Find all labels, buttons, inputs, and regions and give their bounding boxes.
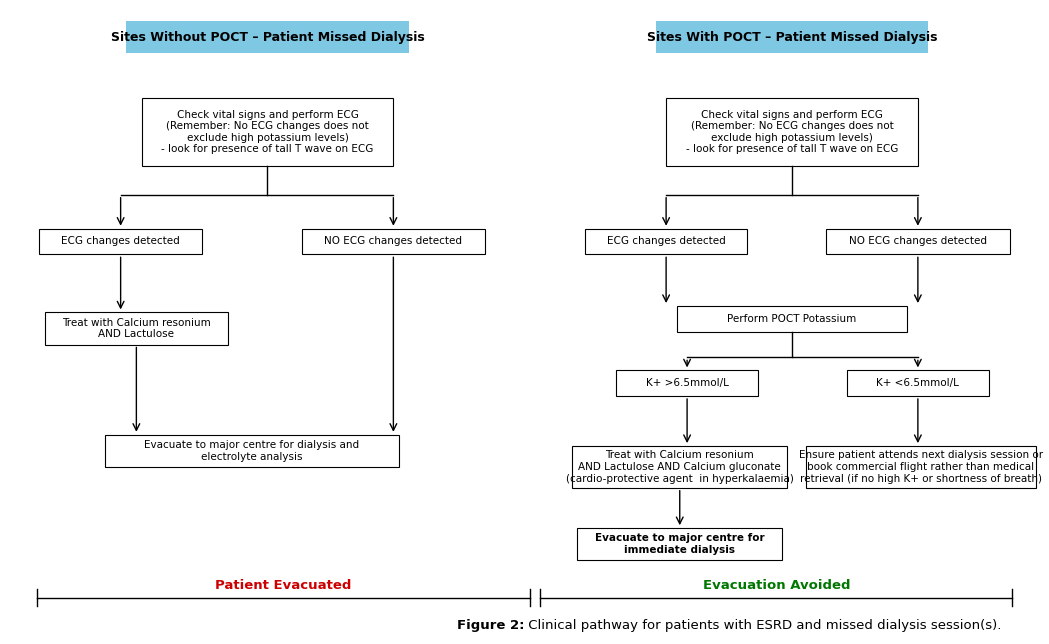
Text: K+ >6.5mmol/L: K+ >6.5mmol/L: [645, 378, 729, 388]
FancyBboxPatch shape: [40, 229, 201, 254]
FancyBboxPatch shape: [617, 370, 757, 396]
Text: Evacuate to major centre for
immediate dialysis: Evacuate to major centre for immediate d…: [595, 533, 765, 555]
Text: Treat with Calcium resonium
AND Lactulose: Treat with Calcium resonium AND Lactulos…: [62, 317, 211, 339]
Text: ECG changes detected: ECG changes detected: [61, 236, 180, 247]
FancyBboxPatch shape: [302, 229, 485, 254]
FancyBboxPatch shape: [806, 446, 1036, 488]
FancyBboxPatch shape: [827, 229, 1009, 254]
FancyBboxPatch shape: [105, 435, 399, 467]
FancyBboxPatch shape: [585, 229, 747, 254]
Text: Check vital signs and perform ECG
(Remember: No ECG changes does not
exclude hig: Check vital signs and perform ECG (Remem…: [162, 109, 373, 155]
Text: NO ECG changes detected: NO ECG changes detected: [324, 236, 463, 247]
FancyBboxPatch shape: [126, 21, 409, 53]
FancyBboxPatch shape: [656, 21, 928, 53]
Text: Evacuate to major centre for dialysis and
electrolyte analysis: Evacuate to major centre for dialysis an…: [144, 440, 360, 462]
Text: K+ <6.5mmol/L: K+ <6.5mmol/L: [876, 378, 960, 388]
Text: ECG changes detected: ECG changes detected: [606, 236, 726, 247]
FancyBboxPatch shape: [45, 312, 229, 345]
Text: Figure 2:: Figure 2:: [457, 620, 524, 632]
FancyBboxPatch shape: [142, 99, 393, 166]
Text: Clinical pathway for patients with ESRD and missed dialysis session(s).: Clinical pathway for patients with ESRD …: [524, 620, 1002, 632]
Text: Check vital signs and perform ECG
(Remember: No ECG changes does not
exclude hig: Check vital signs and perform ECG (Remem…: [686, 109, 898, 155]
Text: Perform POCT Potassium: Perform POCT Potassium: [727, 314, 857, 324]
Text: Treat with Calcium resonium
AND Lactulose AND Calcium gluconate
(cardio-protecti: Treat with Calcium resonium AND Lactulos…: [565, 450, 794, 484]
FancyBboxPatch shape: [848, 370, 988, 396]
Text: NO ECG changes detected: NO ECG changes detected: [849, 236, 987, 247]
Text: Sites Without POCT – Patient Missed Dialysis: Sites Without POCT – Patient Missed Dial…: [110, 31, 425, 44]
Text: Patient Evacuated: Patient Evacuated: [215, 580, 351, 592]
Text: Evacuation Avoided: Evacuation Avoided: [703, 580, 850, 592]
FancyBboxPatch shape: [666, 99, 918, 166]
Text: Ensure patient attends next dialysis session or
book commercial flight rather th: Ensure patient attends next dialysis ses…: [799, 450, 1043, 484]
Text: Sites With POCT – Patient Missed Dialysis: Sites With POCT – Patient Missed Dialysi…: [647, 31, 937, 44]
FancyBboxPatch shape: [577, 528, 783, 560]
FancyBboxPatch shape: [573, 446, 787, 488]
FancyBboxPatch shape: [677, 306, 907, 332]
